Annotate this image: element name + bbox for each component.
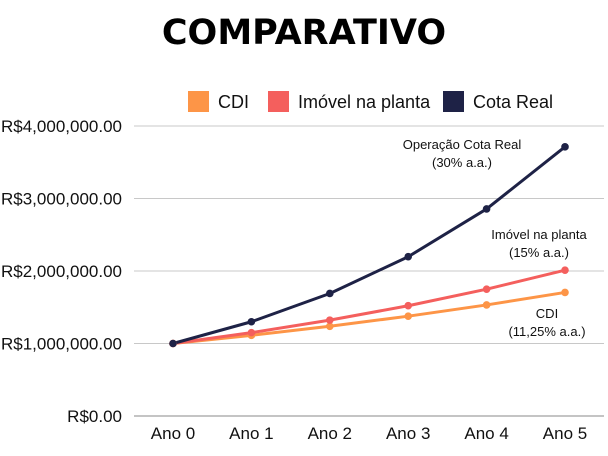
y-tick-label: R$0.00 [67, 407, 122, 426]
data-point [169, 339, 177, 348]
data-point [404, 301, 413, 310]
series-line [172, 268, 566, 345]
data-point [482, 301, 491, 309]
annotation-text: Operação Cota Real [403, 137, 522, 152]
data-point [561, 143, 569, 151]
data-point [326, 322, 334, 331]
data-point [247, 328, 256, 337]
data-point [247, 317, 256, 326]
series-lines [169, 143, 569, 348]
x-tick-label: Ano 2 [308, 424, 352, 443]
y-tick-label: R$4,000,000.00 [1, 117, 122, 136]
legend-swatch [268, 91, 289, 112]
legend-label: Imóvel na planta [298, 92, 431, 112]
annotation-text: CDI [536, 306, 558, 321]
data-point [404, 312, 413, 320]
legend-label: Cota Real [473, 92, 553, 112]
gridlines [134, 125, 604, 417]
data-point [561, 288, 569, 297]
x-tick-label: Ano 4 [464, 424, 508, 443]
data-point [326, 289, 334, 298]
series-line [172, 145, 566, 345]
data-point [482, 205, 491, 213]
legend-swatch [443, 91, 464, 112]
annotation-text: (15% a.a.) [509, 245, 569, 260]
annotation-text: (11,25% a.a.) [508, 324, 585, 339]
legend-swatch [188, 91, 209, 112]
annotation-text: Imóvel na planta [491, 227, 587, 242]
data-point [561, 266, 569, 274]
y-axis: R$0.00 R$1,000,000.00 R$2,000,000.00 R$3,00… [1, 117, 122, 426]
x-tick-label: Ano 1 [229, 424, 273, 443]
series-line [172, 290, 566, 345]
x-tick-label: Ano 5 [543, 424, 587, 443]
data-point [326, 316, 334, 324]
data-point [482, 285, 491, 293]
x-tick-label: Ano 3 [386, 424, 430, 443]
y-tick-label: R$1,000,000.00 [1, 335, 122, 354]
y-tick-label: R$2,000,000.00 [1, 262, 122, 281]
data-point [404, 252, 413, 261]
legend: CDI Imóvel na planta Cota Real [188, 91, 553, 112]
chart-title: COMPARATIVO [162, 13, 446, 53]
legend-label: CDI [218, 92, 249, 112]
x-tick-label: Ano 0 [151, 424, 195, 443]
annotation-text: (30% a.a.) [432, 155, 492, 170]
x-axis: Ano 0 Ano 1 Ano 2 Ano 3 Ano 4 Ano 5 [151, 424, 587, 443]
annotations: Operação Cota Real (30% a.a.) Imóvel na pl… [403, 137, 588, 339]
y-tick-label: R$3,000,000.00 [1, 190, 122, 209]
